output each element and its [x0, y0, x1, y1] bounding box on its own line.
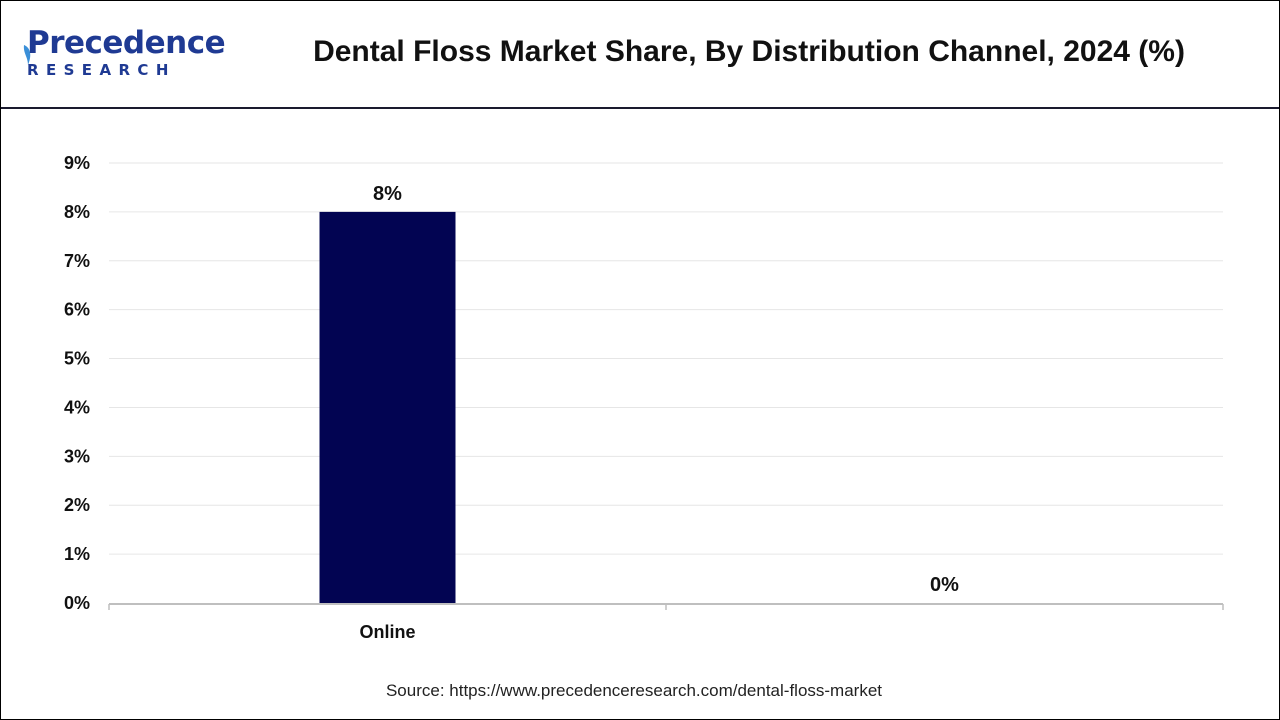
y-tick-label: 0%	[64, 593, 90, 613]
header: Precedence RESEARCH Dental Floss Market …	[1, 1, 1279, 109]
logo-subtitle: RESEARCH	[27, 61, 176, 79]
bar	[319, 211, 456, 603]
x-tick-label: Online	[359, 622, 415, 642]
data-label: 0%	[930, 574, 959, 596]
y-tick-label: 9%	[64, 153, 90, 173]
logo-wordmark: Precedence	[27, 25, 226, 61]
chart-title: Dental Floss Market Share, By Distributi…	[313, 35, 1185, 68]
y-tick-label: 8%	[64, 202, 90, 222]
y-tick-label: 6%	[64, 300, 90, 320]
leaf-logo-icon	[23, 45, 31, 65]
y-tick-label: 2%	[64, 495, 90, 515]
data-label: 8%	[373, 183, 402, 205]
y-tick-label: 4%	[64, 397, 90, 417]
y-tick-label: 5%	[64, 349, 90, 369]
y-tick-label: 1%	[64, 544, 90, 564]
y-tick-label: 3%	[64, 446, 90, 466]
source-note: Source: https://www.precedenceresearch.c…	[385, 681, 883, 700]
bar-chart: 0% 1% 2% 3% 4% 5% 6% 7% 8% 9% 8% Online 0%	[64, 153, 1224, 642]
brand-logo: Precedence RESEARCH	[19, 25, 226, 83]
y-tick-label: 7%	[64, 251, 90, 271]
